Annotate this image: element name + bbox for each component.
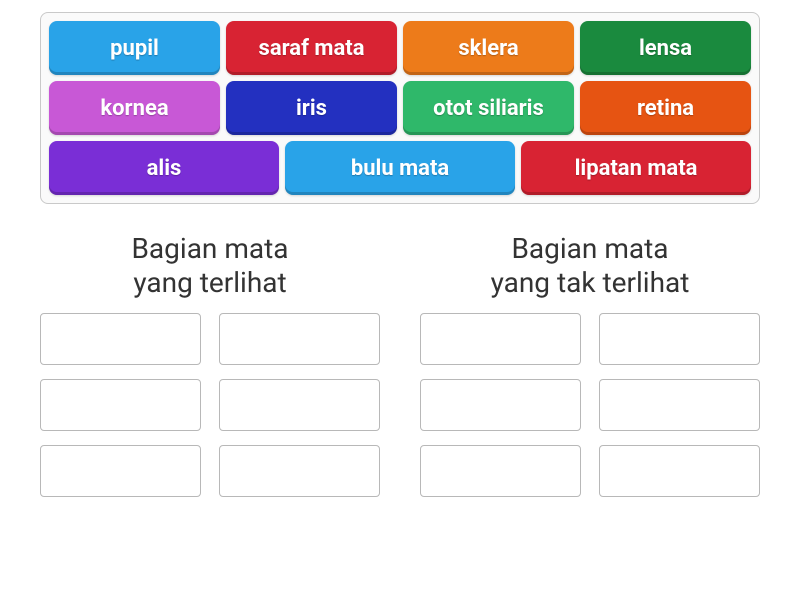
- slot-invisible-3[interactable]: [599, 379, 760, 431]
- groups-container: Bagian mata yang terlihat Bagian mata yan…: [40, 232, 760, 497]
- slot-invisible-0[interactable]: [420, 313, 581, 365]
- card-lipatan-mata[interactable]: lipatan mata: [521, 141, 751, 195]
- group-title-invisible: Bagian mata yang tak terlihat: [491, 232, 690, 299]
- card-pupil[interactable]: pupil: [49, 21, 220, 75]
- slot-visible-0[interactable]: [40, 313, 201, 365]
- slot-invisible-1[interactable]: [599, 313, 760, 365]
- slot-invisible-2[interactable]: [420, 379, 581, 431]
- card-otot-siliaris[interactable]: otot siliaris: [403, 81, 574, 135]
- slot-invisible-4[interactable]: [420, 445, 581, 497]
- card-saraf-mata[interactable]: saraf mata: [226, 21, 397, 75]
- slot-visible-1[interactable]: [219, 313, 380, 365]
- group-title-visible: Bagian mata yang terlihat: [131, 232, 288, 299]
- card-alis[interactable]: alis: [49, 141, 279, 195]
- slot-visible-4[interactable]: [40, 445, 201, 497]
- slot-visible-3[interactable]: [219, 379, 380, 431]
- card-kornea[interactable]: kornea: [49, 81, 220, 135]
- card-bulu-mata[interactable]: bulu mata: [285, 141, 515, 195]
- slots-invisible: [420, 313, 760, 497]
- card-retina[interactable]: retina: [580, 81, 751, 135]
- card-lensa[interactable]: lensa: [580, 21, 751, 75]
- slot-visible-5[interactable]: [219, 445, 380, 497]
- slot-invisible-5[interactable]: [599, 445, 760, 497]
- card-iris[interactable]: iris: [226, 81, 397, 135]
- card-sklera[interactable]: sklera: [403, 21, 574, 75]
- slots-visible: [40, 313, 380, 497]
- card-pool: pupilsaraf mataskleralensa korneairisotot…: [40, 12, 760, 204]
- group-invisible: Bagian mata yang tak terlihat: [420, 232, 760, 497]
- group-visible: Bagian mata yang terlihat: [40, 232, 380, 497]
- slot-visible-2[interactable]: [40, 379, 201, 431]
